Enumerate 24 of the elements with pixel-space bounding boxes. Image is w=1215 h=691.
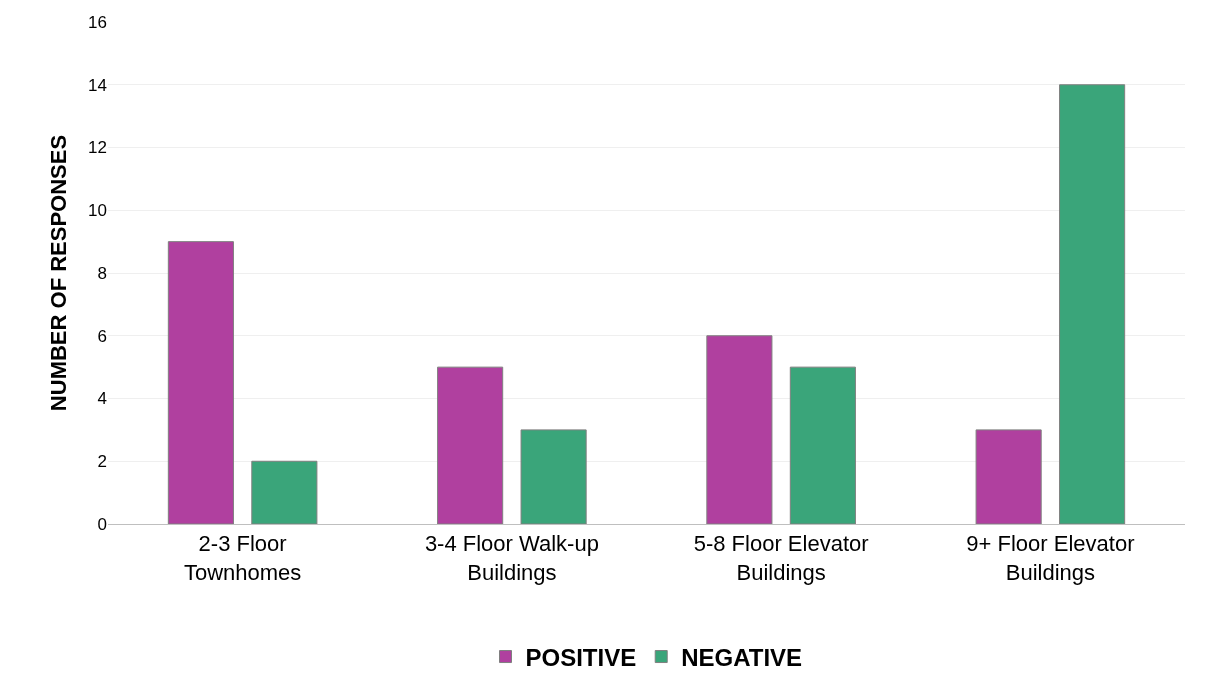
y-tick-label: 16 [88, 12, 107, 32]
bar [975, 429, 1042, 524]
bar [520, 429, 587, 524]
bar [706, 335, 773, 524]
legend-label: NEGATIVE [681, 643, 803, 671]
y-tick-label: 0 [97, 514, 107, 534]
bar [167, 241, 234, 524]
bar [789, 366, 856, 524]
bar [1059, 84, 1126, 524]
y-tick-label: 2 [97, 452, 107, 472]
x-tick-label: 2-3 Floor Townhomes [183, 531, 302, 585]
bar [437, 366, 504, 524]
y-tick-label: 10 [88, 201, 107, 221]
bar [251, 460, 318, 524]
y-tick-label: 8 [97, 263, 107, 283]
legend-label: POSITIVE [525, 643, 637, 671]
y-axis-title: NUMBER OF RESPONSES [45, 134, 71, 412]
x-tick-label: 3-4 Floor Walk-up Buildings [424, 531, 599, 585]
y-tick-label: 14 [88, 75, 107, 95]
y-tick-label: 6 [97, 326, 107, 346]
y-tick-label: 12 [88, 138, 107, 158]
x-tick-label: 5-8 Floor Elevator Buildings [693, 531, 869, 585]
y-tick-label: 4 [97, 389, 107, 409]
x-tick-label: 9+ Floor Elevator Buildings [966, 531, 1135, 585]
